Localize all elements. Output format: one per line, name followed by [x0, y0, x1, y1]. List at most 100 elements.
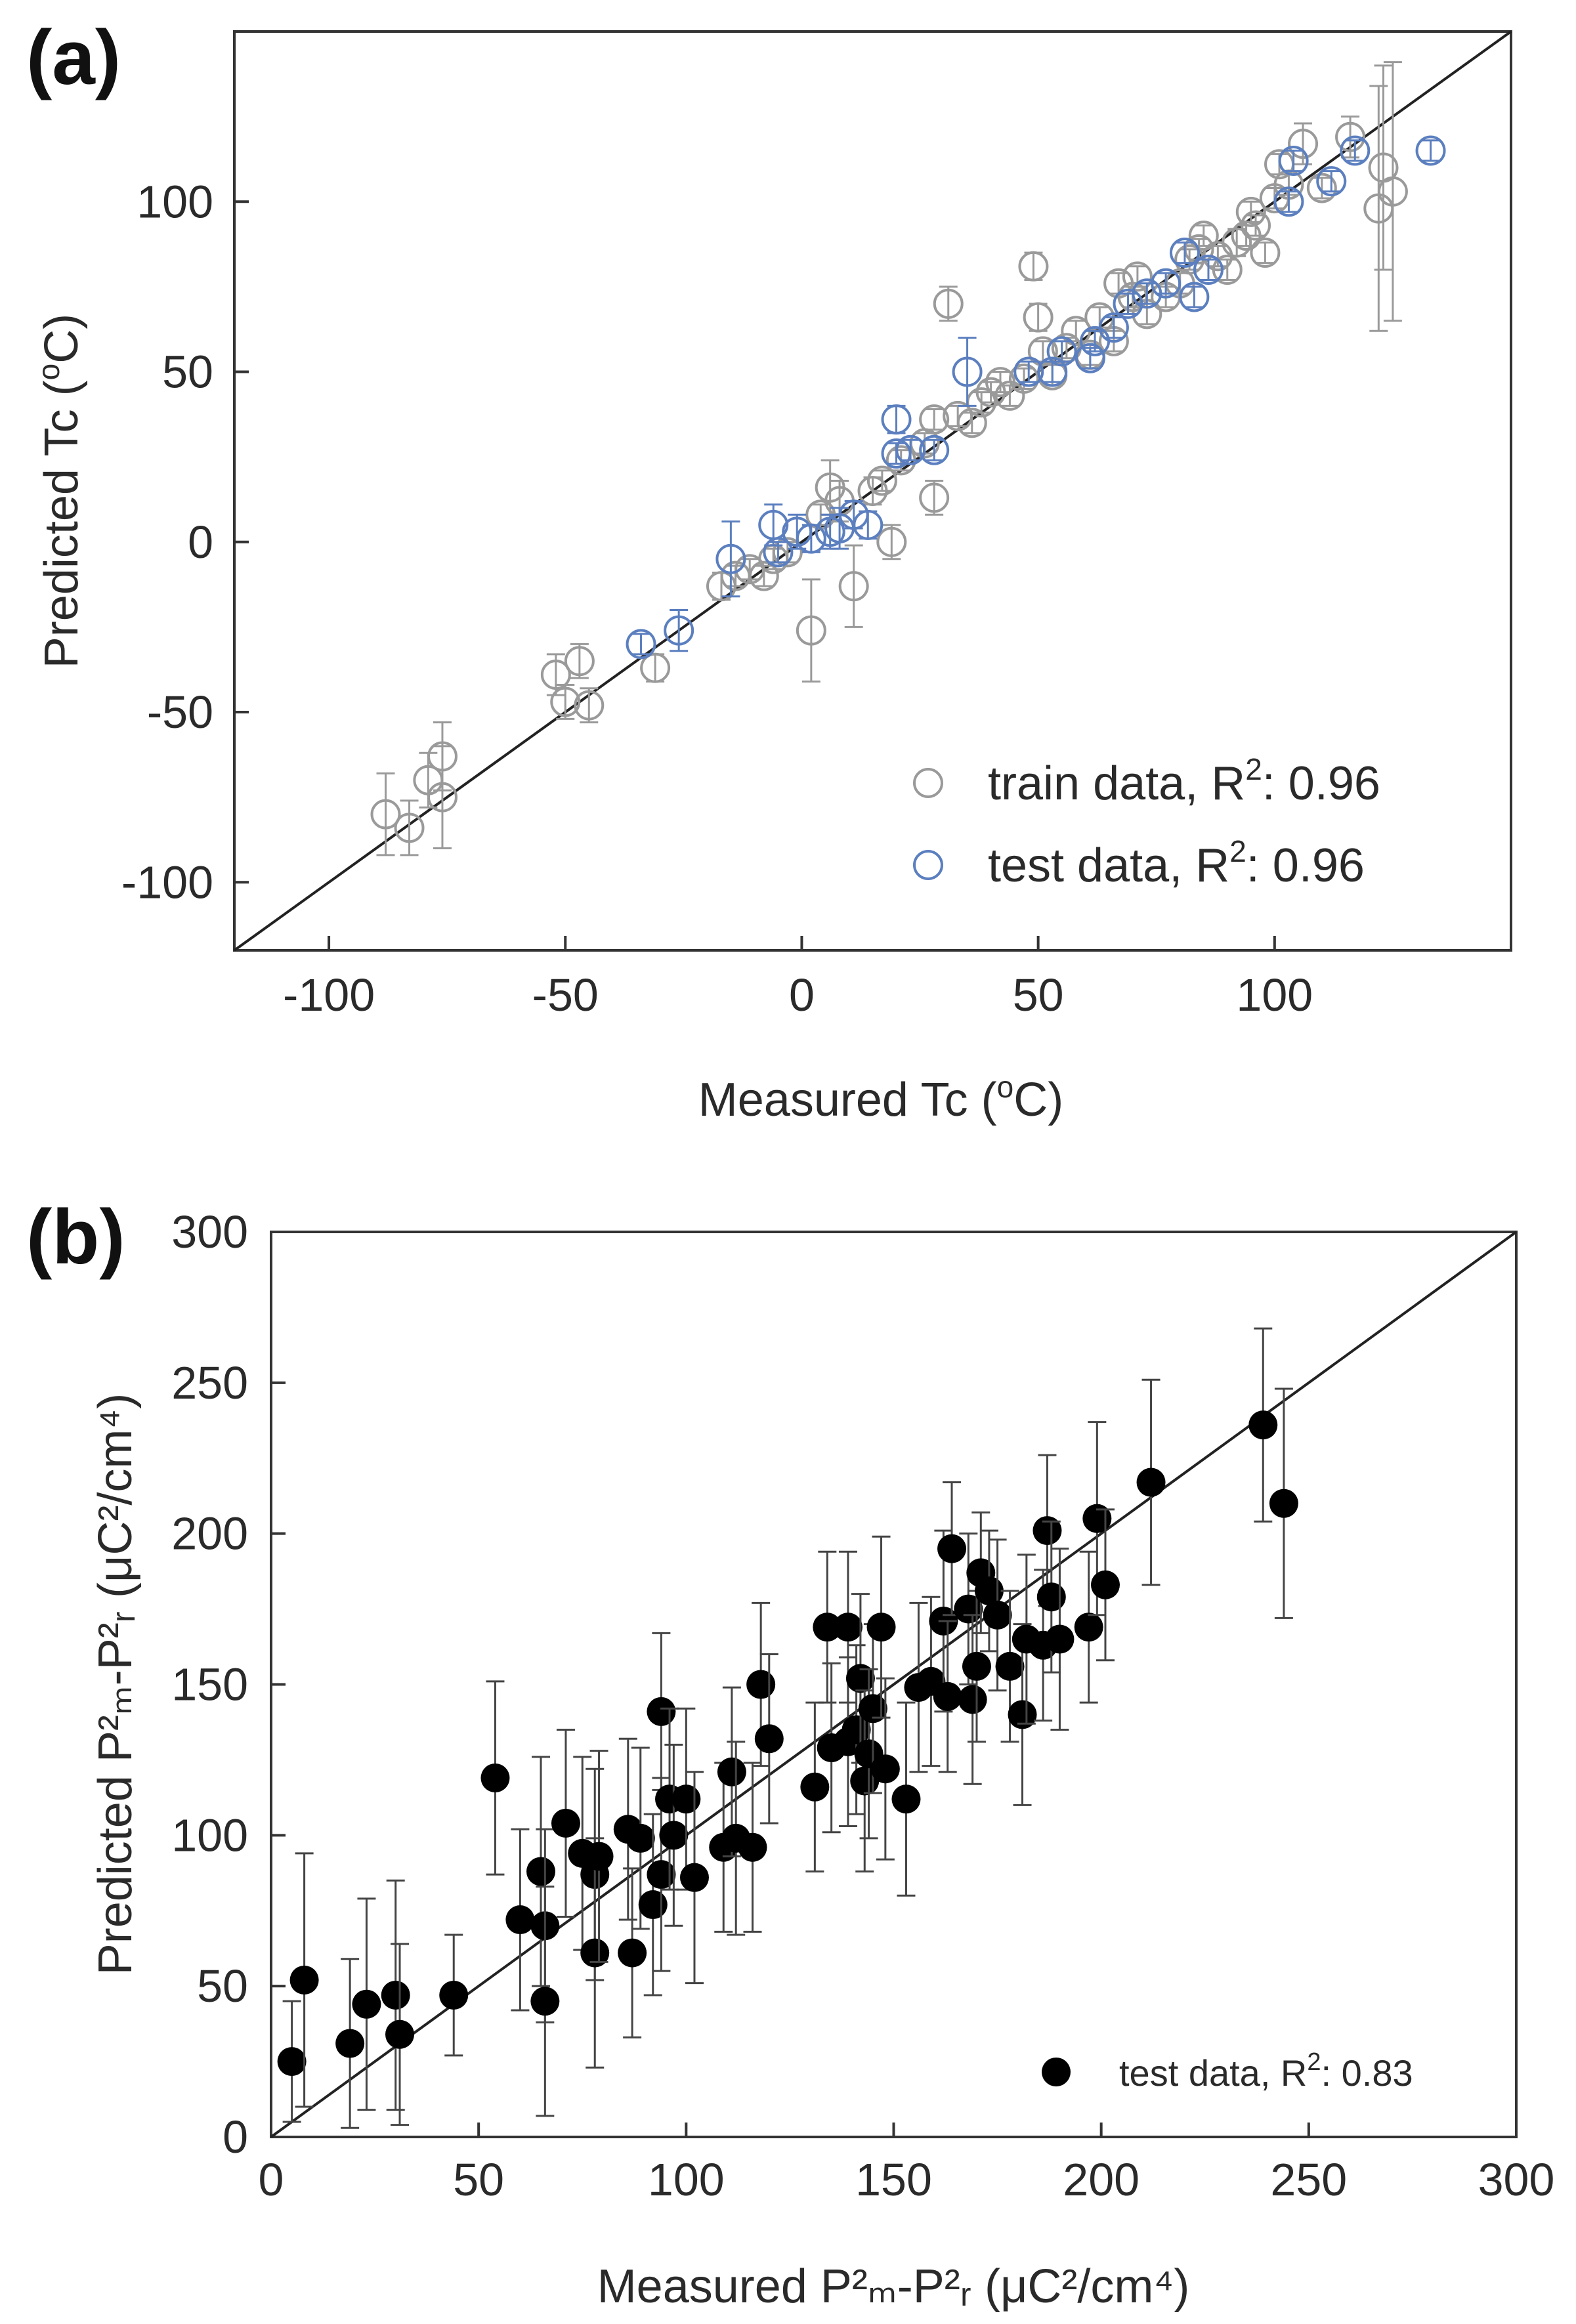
panel-b-chart: (b) 0 50 100 150 200 250 300 0 50 100 150 200 250 300… — [26, 1194, 1554, 2313]
b-test-data-point — [933, 1620, 962, 1773]
data-marker — [505, 1905, 535, 1935]
data-marker — [480, 1763, 510, 1792]
legend-b-test-label: test data, R2: 0.83 — [1119, 2048, 1413, 2094]
a-test-data-point — [952, 337, 983, 407]
data-marker — [1008, 1700, 1037, 1729]
data-marker — [551, 1808, 580, 1838]
data-marker — [853, 509, 884, 540]
data-marker — [1335, 121, 1366, 152]
a-test-data-point — [1013, 356, 1044, 387]
data-marker — [352, 1989, 381, 2019]
a-train-data-point — [1306, 173, 1337, 203]
b-test-data-point — [1074, 1550, 1103, 1704]
a-train-data-point — [1363, 85, 1394, 332]
data-marker — [1248, 1410, 1278, 1440]
a-train-data-point — [1222, 227, 1252, 258]
data-marker — [1222, 227, 1252, 258]
data-marker — [1082, 1504, 1112, 1533]
a-train-data-point — [1212, 254, 1243, 285]
a-train-data-point — [838, 544, 869, 628]
data-marker — [954, 1594, 983, 1624]
data-marker — [550, 687, 581, 717]
data-marker — [763, 537, 794, 568]
data-marker — [881, 404, 912, 435]
a-x-tick-label: 100 — [1236, 969, 1313, 1021]
b-test-data-point — [352, 1897, 381, 2111]
a-test-data-point — [626, 629, 656, 660]
a-train-data-point — [748, 560, 779, 591]
data-marker — [748, 560, 779, 591]
b-test-data-point — [1045, 1548, 1075, 1731]
b-test-data-point — [277, 2000, 307, 2123]
data-marker — [530, 1987, 560, 2016]
panel-b-test-points — [277, 1327, 1298, 2129]
panel-b-label: (b) — [26, 1194, 125, 1280]
b-test-data-point — [480, 1680, 510, 1876]
data-marker — [1136, 1468, 1166, 1497]
data-marker — [1179, 282, 1210, 312]
a-train-data-point — [1377, 61, 1408, 322]
data-marker — [335, 2029, 365, 2058]
panel-a-x-axis-title: Measured Tc (oC) — [698, 1070, 1063, 1126]
legend-train-label: train data, R2: 0.96 — [988, 752, 1380, 810]
a-test-data-point — [1179, 282, 1210, 312]
b-test-data-point — [385, 1943, 415, 2126]
b-test-data-point — [647, 1632, 676, 1791]
a-test-data-point — [1075, 343, 1105, 373]
a-train-data-point — [1018, 251, 1049, 282]
b-y-tick-label: 150 — [171, 1659, 248, 1710]
b-test-data-point — [1033, 1454, 1062, 1607]
data-marker — [995, 1651, 1025, 1681]
data-marker — [1316, 166, 1347, 197]
a-x-tick-label: 50 — [1013, 969, 1064, 1021]
data-marker — [876, 526, 907, 557]
a-train-data-point — [866, 465, 897, 496]
data-marker — [974, 1576, 1004, 1606]
data-marker — [671, 1785, 701, 1814]
data-marker — [394, 813, 425, 843]
panel-a-legend: train data, R2: 0.96 test data, R2: 0.96 — [913, 752, 1380, 892]
a-test-data-point — [1098, 312, 1129, 343]
data-marker — [866, 1613, 896, 1642]
a-train-data-point — [1250, 238, 1281, 268]
panel-a-y-axis-title: Predicted Tc (oC) — [32, 314, 88, 668]
b-x-tick-label: 0 — [259, 2154, 284, 2205]
data-marker — [647, 1697, 676, 1726]
a-train-data-point — [796, 578, 826, 683]
data-marker — [895, 434, 926, 465]
a-train-data-point — [550, 684, 581, 720]
data-marker — [952, 356, 983, 387]
data-marker — [580, 1938, 610, 1968]
a-train-data-point — [574, 687, 605, 724]
a-x-tick-label: -100 — [283, 969, 375, 1021]
a-test-data-point — [895, 434, 926, 465]
b-test-data-point — [638, 1813, 668, 1997]
data-marker — [1090, 1570, 1120, 1599]
data-marker — [1193, 254, 1224, 285]
a-train-data-point — [1241, 210, 1271, 241]
panel-a-label: (a) — [26, 14, 121, 101]
b-test-data-point — [866, 1535, 896, 1719]
data-marker — [385, 2019, 415, 2049]
data-marker — [1018, 251, 1049, 282]
legend-train-marker — [913, 768, 943, 798]
a-test-data-point — [664, 608, 694, 652]
data-marker — [870, 1754, 900, 1784]
data-marker — [574, 690, 605, 721]
data-marker — [1045, 1624, 1075, 1654]
b-x-tick-label: 250 — [1270, 2154, 1347, 2205]
b-test-data-point — [505, 1828, 535, 2012]
a-train-data-point — [540, 653, 571, 696]
data-marker — [659, 1821, 689, 1850]
data-marker — [919, 434, 950, 465]
a-train-data-point — [564, 643, 595, 679]
panel-a-plot-frame — [233, 30, 1512, 952]
a-train-data-point — [919, 479, 950, 516]
data-marker — [1340, 135, 1371, 166]
data-marker — [796, 615, 826, 646]
b-x-tick-label: 200 — [1063, 2154, 1139, 2205]
a-x-tick-label: -50 — [532, 969, 599, 1021]
data-marker — [956, 408, 987, 438]
data-marker — [540, 660, 571, 690]
